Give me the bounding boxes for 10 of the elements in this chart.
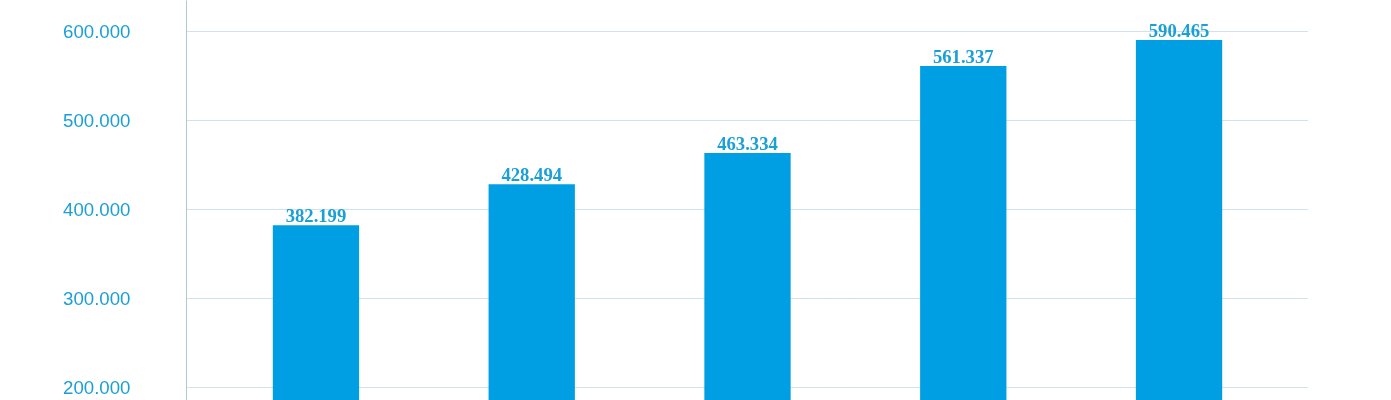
y-tick-label: 200.000 — [63, 377, 131, 398]
y-tick-label: 400.000 — [63, 198, 131, 220]
data-label: 590.465 — [1148, 19, 1210, 41]
y-tick-label: 300.000 — [63, 288, 131, 309]
y-tick-label: 600.000 — [63, 20, 131, 42]
data-label: 428.494 — [501, 164, 563, 186]
y-tick-label: 500.000 — [63, 109, 131, 131]
data-label: 463.334 — [717, 133, 778, 155]
data-label: 561.337 — [932, 45, 994, 67]
data-label: 382.199 — [285, 205, 347, 227]
